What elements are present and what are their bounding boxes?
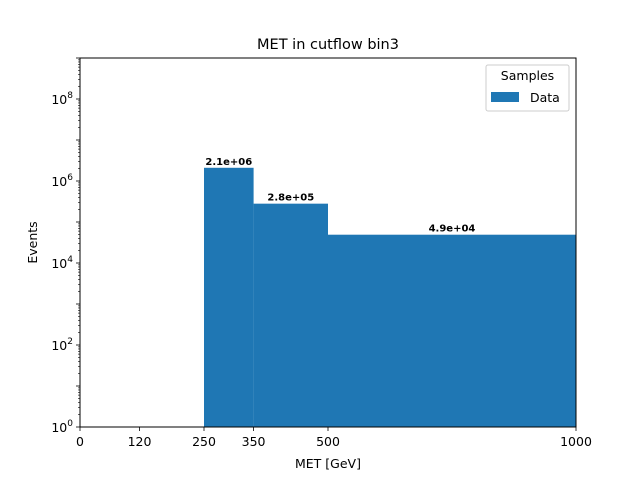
chart-title: MET in cutflow bin3 [257, 37, 399, 53]
y-tick-label: 108 [51, 91, 73, 107]
bar-value-label: 2.1e+06 [205, 157, 252, 168]
y-tick-label: 102 [51, 337, 73, 353]
legend-title: Samples [501, 68, 554, 83]
y-axis: 100 102 104 106 108 [51, 57, 80, 435]
x-tick-label: 120 [128, 434, 152, 449]
x-tick-label: 0 [76, 434, 84, 449]
legend-swatch-data [491, 92, 519, 102]
x-tick-label: 250 [192, 434, 216, 449]
bar-value-label: 2.8e+05 [267, 193, 314, 204]
bar [253, 203, 328, 427]
y-tick-label: 100 [51, 419, 73, 435]
x-tick-label: 350 [242, 434, 266, 449]
y-tick-label: 106 [51, 173, 73, 189]
x-tick-label: 500 [316, 434, 340, 449]
bar-value-label: 4.9e+04 [429, 224, 476, 235]
bar-labels-layer: 2.1e+06 2.8e+05 4.9e+04 [205, 157, 475, 235]
x-axis-label: MET [GeV] [295, 456, 361, 471]
bars-layer [204, 167, 576, 427]
bar [328, 234, 576, 427]
y-axis-label: Events [25, 221, 40, 263]
x-axis: 0 120 250 350 500 1000 [76, 427, 592, 449]
bar [204, 167, 254, 427]
y-tick-label: 104 [51, 255, 73, 271]
x-tick-label: 1000 [560, 434, 592, 449]
legend: Samples Data [485, 64, 570, 112]
legend-label-data: Data [530, 90, 560, 105]
